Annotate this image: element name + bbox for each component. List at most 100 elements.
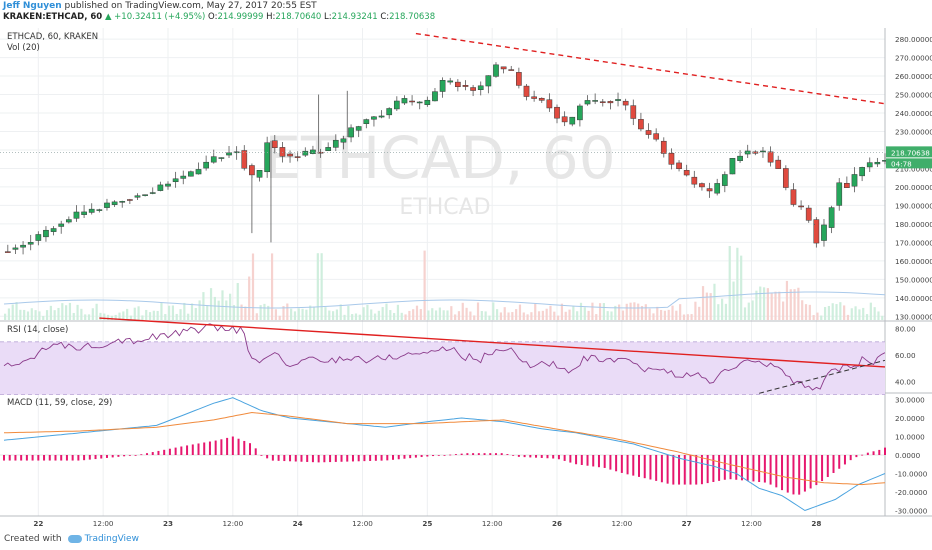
volume-bar <box>869 302 872 320</box>
macd-histogram-bar <box>277 455 280 461</box>
volume-bar <box>709 293 712 320</box>
candle-down <box>454 81 461 88</box>
volume-bar <box>209 288 213 320</box>
volume-bar <box>526 314 529 320</box>
volume-bar <box>633 302 636 320</box>
candle-down <box>409 100 415 103</box>
macd-histogram-bar <box>506 454 509 455</box>
candle-up <box>134 195 141 198</box>
candle-down <box>767 151 774 163</box>
volume-bar <box>286 303 289 320</box>
macd-histogram-bar <box>792 455 795 495</box>
candle-up <box>65 219 72 223</box>
volume-bar <box>99 312 102 320</box>
volume-bar <box>820 315 823 320</box>
volume-bar <box>438 307 441 320</box>
candle-up <box>142 194 148 196</box>
volume-bar <box>522 312 525 320</box>
candle-down <box>279 147 286 157</box>
macd-axis-tick: -30.0000 <box>895 506 928 515</box>
candle-up <box>371 116 377 120</box>
macd-histogram-bar <box>826 455 829 478</box>
volume-bar <box>343 314 346 320</box>
candle-down <box>317 151 324 154</box>
macd-histogram-bar <box>872 451 875 455</box>
macd-histogram-bar <box>117 455 120 457</box>
candle-down <box>538 97 545 101</box>
volume-bar <box>57 307 60 320</box>
volume-bar <box>30 308 33 320</box>
macd-histogram-bar <box>620 455 623 473</box>
volume-bar <box>187 313 190 320</box>
time-axis-tick: 25 <box>422 519 432 528</box>
volume-bar <box>412 309 415 320</box>
countdown-label: 04:78 <box>891 159 912 168</box>
volume-bar <box>728 246 731 320</box>
volume-bar <box>103 313 106 320</box>
macd-histogram-bar <box>8 455 11 461</box>
volume-bar <box>721 298 724 320</box>
volume-bar <box>553 311 556 320</box>
macd-histogram-bar <box>798 455 801 495</box>
time-axis-tick: 12:00 <box>222 519 243 528</box>
volume-bar <box>469 311 472 320</box>
candle-down <box>805 207 812 221</box>
volume-bar <box>45 310 49 320</box>
price-axis-tick: 190.000000 <box>895 201 932 210</box>
volume-bar <box>152 310 155 320</box>
macd-histogram-bar <box>494 453 497 455</box>
volume-bar <box>351 314 354 320</box>
macd-histogram-bar <box>580 455 583 465</box>
author-link[interactable]: Jeff Nguyen <box>3 1 62 11</box>
main-legend: ETHCAD, 60, KRAKEN <box>7 32 98 42</box>
volume-bar <box>541 310 544 320</box>
high-label: H: <box>266 12 276 22</box>
candle-up <box>416 101 423 104</box>
macd-histogram-bar <box>529 455 532 458</box>
volume-bar <box>652 313 655 320</box>
tradingview-brand[interactable]: TradingView <box>84 534 139 544</box>
volume-bar <box>640 305 644 320</box>
low-value: 214.93241 <box>331 12 378 22</box>
candle-down <box>500 66 507 70</box>
candle-up <box>714 183 721 194</box>
volume-bar <box>682 314 686 320</box>
volume-bar <box>423 250 426 320</box>
price-change: ▲ +10.32411 (+4.95%) <box>104 12 206 22</box>
candle-down <box>554 106 560 119</box>
macd-histogram-bar <box>386 455 389 461</box>
macd-histogram-bar <box>77 455 80 461</box>
volume-bar <box>53 310 56 320</box>
volume-bar <box>320 253 323 320</box>
time-axis-tick: 12:00 <box>482 519 503 528</box>
volume-bar <box>404 314 407 320</box>
macd-histogram-bar <box>460 453 463 455</box>
macd-histogram-bar <box>466 453 469 455</box>
macd-histogram-bar <box>763 455 766 483</box>
volume-bar <box>808 304 811 320</box>
time-axis-tick: 23 <box>163 519 173 528</box>
volume-bar <box>61 303 64 320</box>
volume-bar <box>713 283 716 320</box>
volume-bar <box>873 307 876 320</box>
macd-histogram-bar <box>809 455 812 489</box>
volume-bar <box>858 309 861 320</box>
macd-histogram-bar <box>695 455 698 485</box>
candle-up <box>119 201 126 203</box>
macd-histogram-bar <box>43 455 46 461</box>
candle-down <box>638 119 644 130</box>
volume-bar <box>68 302 72 320</box>
volume-bar <box>694 301 697 320</box>
macd-axis-tick: 20.0000 <box>895 414 925 423</box>
volume-bar <box>755 290 758 320</box>
macd-histogram-bar <box>289 455 292 462</box>
rsi-support-trendline <box>759 359 886 394</box>
candle-up <box>195 169 202 175</box>
macd-histogram-bar <box>128 455 131 456</box>
volume-bar <box>114 314 117 320</box>
volume-bar <box>675 310 678 320</box>
volume-legend: Vol (20) <box>7 43 40 53</box>
macd-histogram-bar <box>483 453 486 455</box>
candle-up <box>210 156 217 163</box>
